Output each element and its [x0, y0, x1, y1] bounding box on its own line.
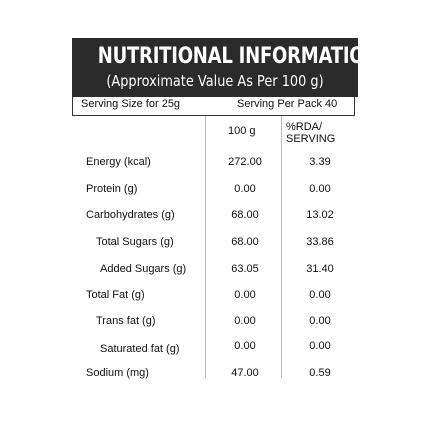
column-divider-left	[205, 116, 206, 378]
panel-title: NUTRITIONAL INFORMATION	[97, 44, 380, 69]
row-value-rda: 13.02	[306, 209, 334, 221]
row-value-100g: 0.00	[234, 340, 256, 352]
row-label: Trans fat (g)	[96, 315, 156, 327]
row-value-100g: 0.00	[234, 183, 256, 195]
row-label: Added Sugars (g)	[100, 263, 187, 275]
row-label: Total Fat (g)	[86, 289, 145, 301]
col-header-rda-1: %RDA/	[286, 121, 323, 133]
row-value-100g: 272.00	[228, 156, 262, 168]
row-value-100g: 47.00	[231, 367, 259, 379]
column-divider-right	[281, 116, 282, 378]
nutrition-header: NUTRITIONAL INFORMATION (Approximate Val…	[72, 38, 380, 97]
row-value-rda: 0.59	[309, 367, 331, 379]
row-value-rda: 33.86	[306, 236, 334, 248]
row-value-100g: 68.00	[231, 209, 259, 221]
row-label: Energy (kcal)	[86, 156, 151, 168]
servings-per-pack: Serving Per Pack 40	[237, 98, 338, 110]
row-label: Sodium (mg)	[86, 367, 149, 379]
row-value-100g: 68.00	[231, 236, 259, 248]
row-value-rda: 0.00	[309, 289, 331, 301]
row-value-rda: 3.39	[309, 156, 331, 168]
row-value-rda: 0.00	[309, 183, 331, 195]
col-header-rda-2: SERVING	[286, 133, 336, 145]
row-label: Total Sugars (g)	[96, 236, 174, 248]
row-value-100g: 0.00	[234, 289, 256, 301]
row-value-rda: 31.40	[306, 263, 334, 275]
col-header-100g: 100 g	[228, 125, 256, 137]
row-label: Saturated fat (g)	[100, 343, 180, 355]
row-label: Carbohydrates (g)	[86, 209, 175, 221]
row-label: Protein (g)	[86, 183, 138, 195]
row-value-rda: 0.00	[309, 340, 331, 352]
panel-subtitle: (Approximate Value As Per 100 g)	[106, 72, 324, 90]
serving-size: Serving Size for 25g	[81, 98, 181, 110]
row-value-100g: 0.00	[234, 315, 256, 327]
row-value-rda: 0.00	[309, 315, 331, 327]
row-value-100g: 63.05	[231, 263, 259, 275]
serving-bar: Serving Size for 25g Serving Per Pack 40	[72, 97, 355, 116]
